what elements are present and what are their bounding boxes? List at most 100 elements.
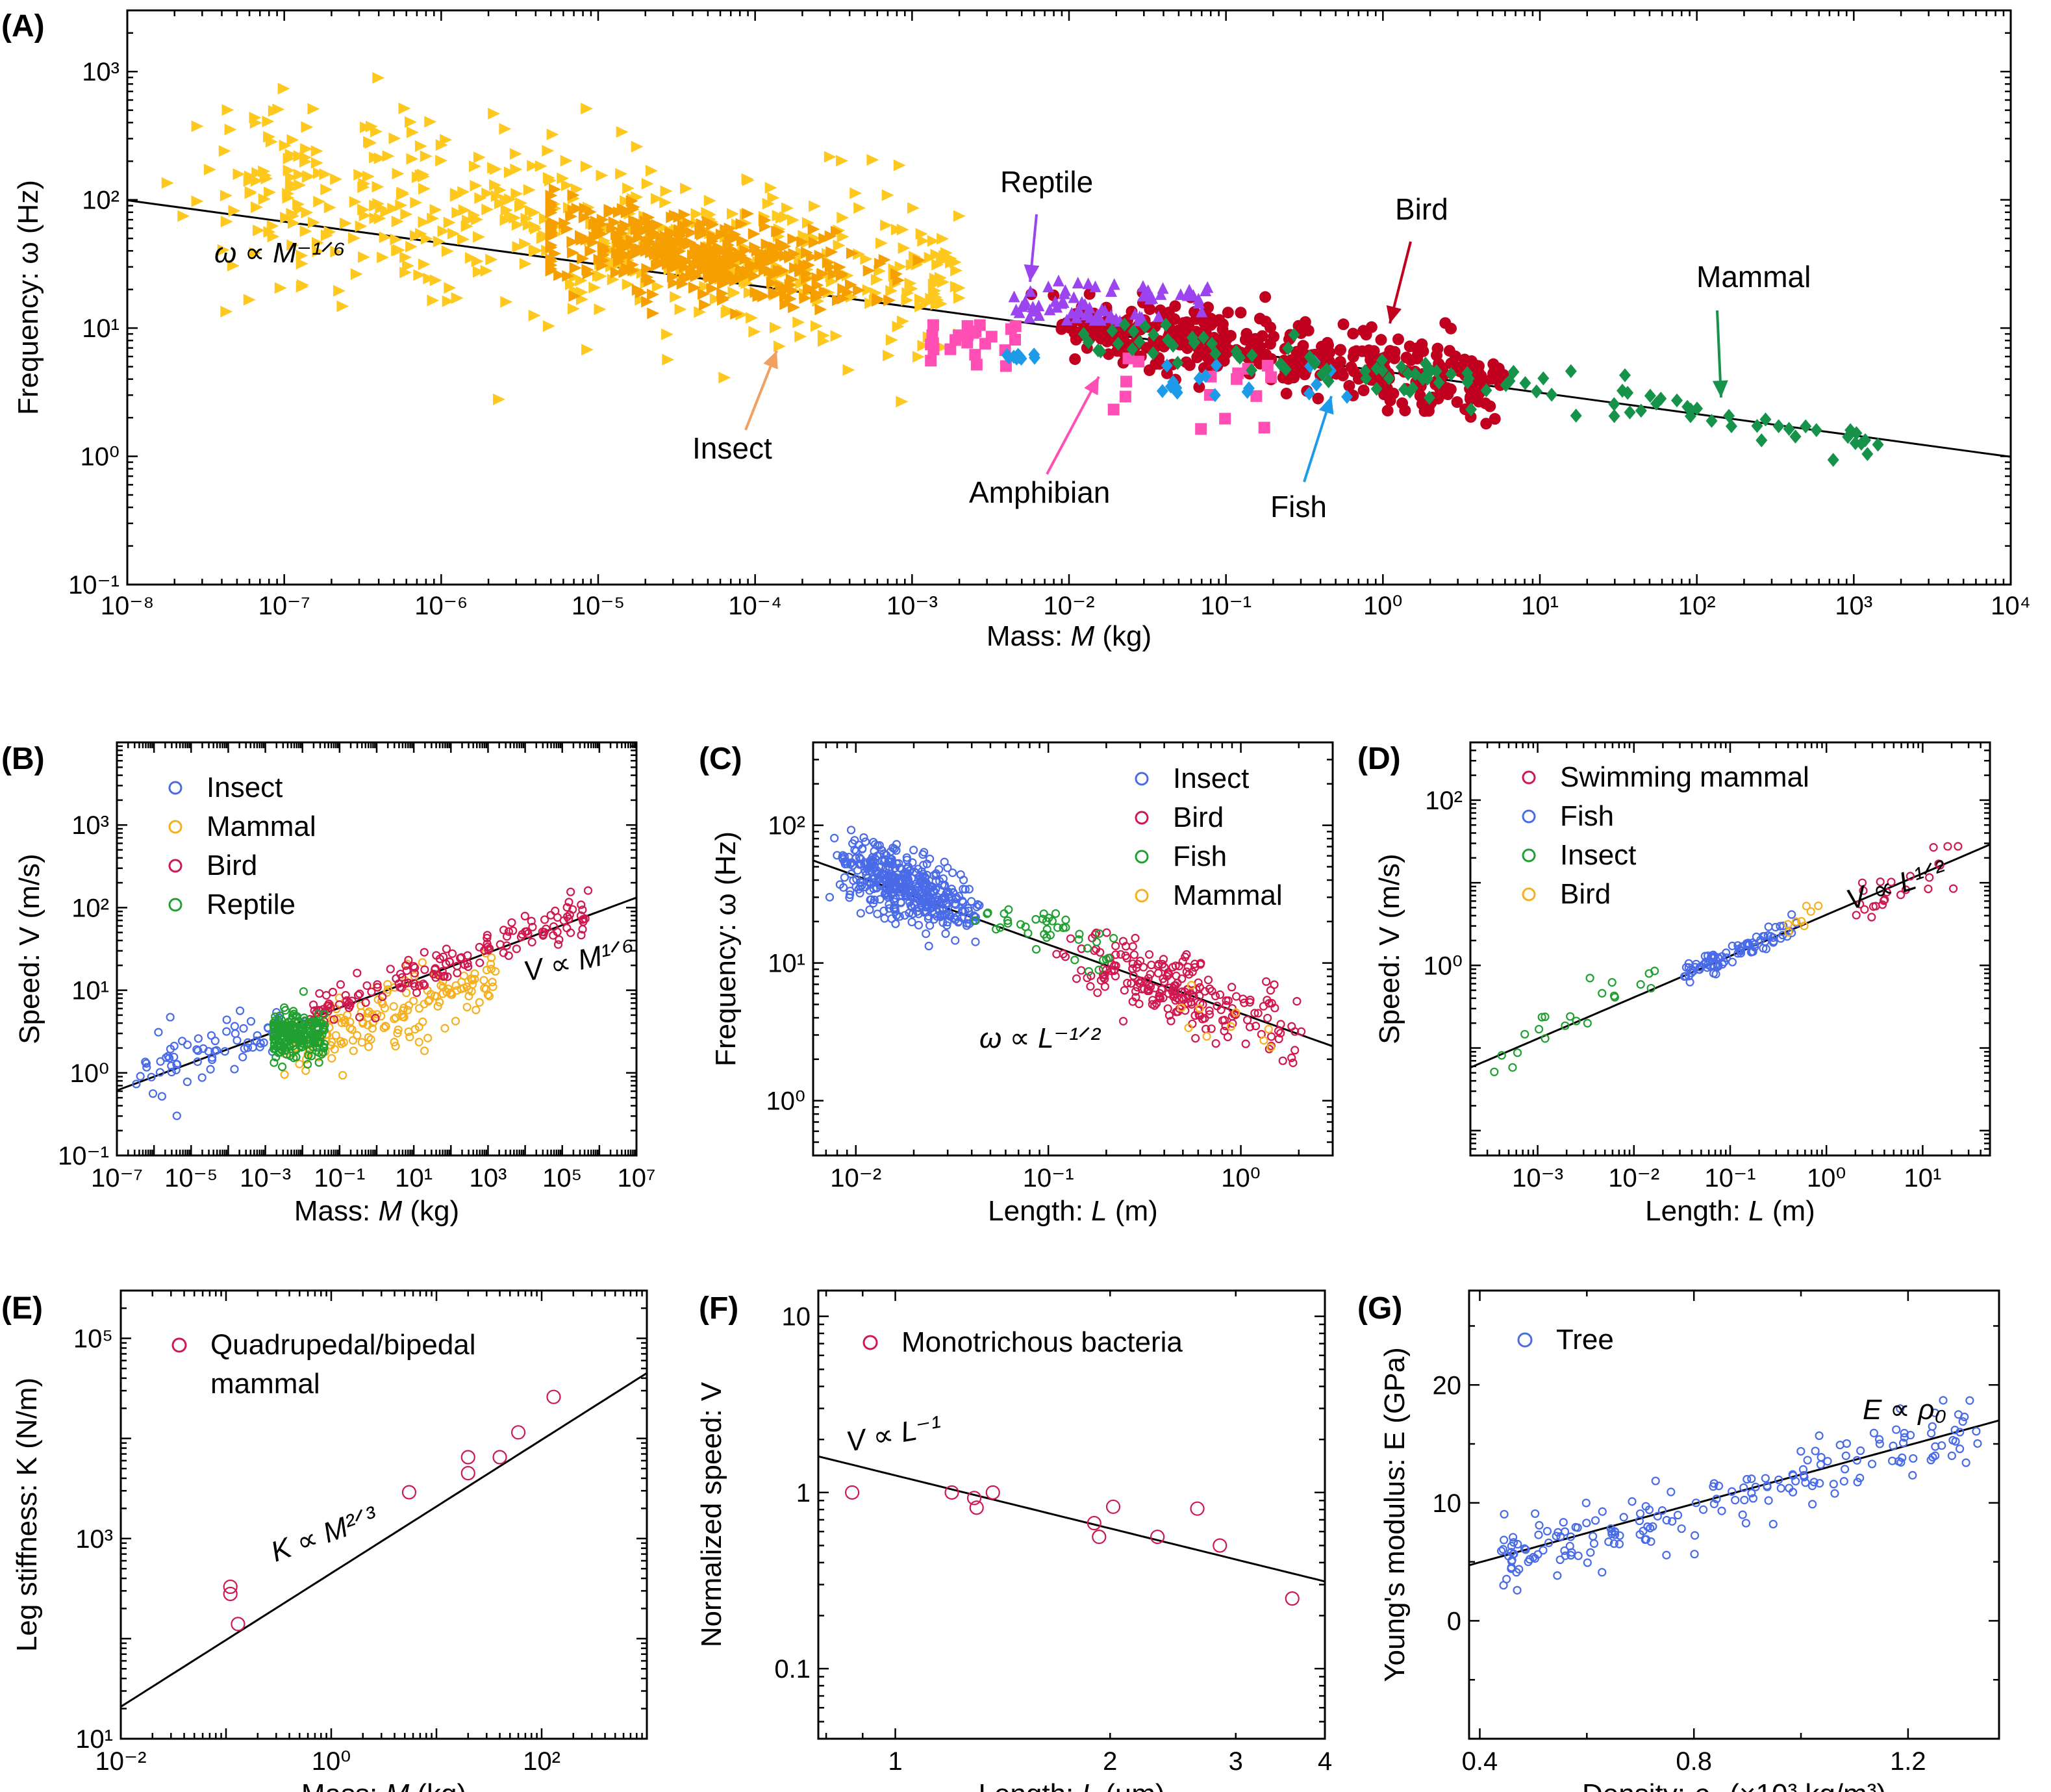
insect-marker xyxy=(301,171,314,183)
mammal-marker xyxy=(1133,334,1146,349)
insect-marker xyxy=(286,239,299,251)
insect-marker xyxy=(220,1047,229,1056)
legend-label-E: mammal xyxy=(210,1368,320,1400)
x-axis-label-var: M xyxy=(1070,620,1094,652)
x-axis-label-pre: Mass: xyxy=(301,1778,386,1792)
mammal-marker xyxy=(1172,355,1184,370)
bird-marker xyxy=(1207,1024,1216,1033)
insect-marker xyxy=(959,876,968,885)
insect-marker xyxy=(759,220,772,233)
insect-marker xyxy=(631,140,644,153)
bird-marker xyxy=(1465,410,1477,423)
annotation-insect: Insect xyxy=(692,431,772,465)
insect-marker xyxy=(770,288,783,300)
insect-marker xyxy=(664,226,677,238)
insect-marker xyxy=(172,1060,181,1069)
mammal-marker xyxy=(340,1018,349,1028)
insect-marker xyxy=(584,206,597,218)
bird-marker xyxy=(1066,934,1076,943)
insect-marker xyxy=(194,1034,203,1043)
bird-marker xyxy=(1265,1044,1274,1054)
insect-marker xyxy=(293,203,306,215)
insect-marker xyxy=(566,236,579,248)
insect-marker xyxy=(312,167,325,179)
insect-marker xyxy=(296,279,309,291)
reptile-marker xyxy=(310,1020,319,1029)
annotation-mammal: Mammal xyxy=(1696,260,1811,294)
reptile-marker xyxy=(307,1052,316,1061)
mammal-marker xyxy=(1127,324,1140,338)
x-tick-label-B: 10⁷ xyxy=(618,1164,656,1193)
insect-marker xyxy=(880,914,889,923)
bird-marker xyxy=(1205,1010,1214,1019)
insect-marker xyxy=(808,236,821,249)
reptile-marker xyxy=(1066,307,1078,319)
insect-marker xyxy=(690,208,703,220)
insect-marker xyxy=(565,278,577,290)
fish-marker xyxy=(1004,905,1013,914)
insect-marker xyxy=(879,849,888,858)
insect-marker xyxy=(720,223,733,236)
insect-marker xyxy=(230,1022,239,1031)
insect-marker xyxy=(818,233,831,245)
insect-marker xyxy=(659,196,672,208)
insect-marker xyxy=(197,1073,207,1082)
insect-marker xyxy=(393,244,406,257)
insect-marker xyxy=(570,183,583,196)
insect-marker xyxy=(1535,1024,1544,1034)
tree-marker xyxy=(1589,1532,1598,1541)
bird-marker xyxy=(1109,966,1118,976)
insect-marker xyxy=(433,235,446,247)
fit-label-D: V ∝ L¹ᐟ² xyxy=(1843,854,1950,916)
insect-marker xyxy=(875,874,884,883)
insect-marker xyxy=(896,898,905,907)
fish-marker xyxy=(1031,915,1040,924)
swimming-mammal-marker xyxy=(1943,842,1952,851)
fish-marker xyxy=(1712,959,1722,968)
insect-marker xyxy=(900,887,910,896)
swimming-mammal-marker xyxy=(1929,843,1938,852)
bird-marker xyxy=(394,979,403,989)
insect-marker xyxy=(963,919,972,928)
legend-marker xyxy=(1135,811,1149,825)
tree-marker xyxy=(1591,1516,1600,1525)
bird-marker xyxy=(1177,993,1187,1003)
tree-marker xyxy=(1560,1546,1569,1556)
insect-marker xyxy=(528,244,541,257)
insect-marker xyxy=(499,214,512,226)
insect-marker xyxy=(494,197,507,210)
insect-marker xyxy=(678,208,691,221)
insect-marker xyxy=(235,1006,245,1015)
x-axis-label-post: (kg) xyxy=(1094,620,1151,652)
insect-marker xyxy=(648,230,661,242)
mammal-marker xyxy=(1783,422,1795,436)
tree-marker xyxy=(1709,1479,1718,1488)
fish-marker xyxy=(1193,371,1205,386)
insect-marker xyxy=(890,905,900,915)
insect-marker xyxy=(833,239,846,251)
tree-marker xyxy=(1788,1487,1798,1496)
mammal-marker xyxy=(1789,429,1802,444)
x-tick-label-D: 10⁻² xyxy=(1608,1164,1659,1193)
mammal-marker xyxy=(1186,330,1198,345)
bird-marker xyxy=(1222,307,1234,319)
bird-marker xyxy=(402,966,411,976)
tree-marker xyxy=(1958,1417,1967,1426)
insect-marker xyxy=(1607,978,1617,987)
annotation-bird: Bird xyxy=(1395,192,1448,226)
bird-marker xyxy=(507,918,516,928)
mammal-marker xyxy=(1465,402,1478,417)
mammal-marker xyxy=(418,1017,427,1026)
insect-marker xyxy=(444,282,457,294)
x-axis-label-E: Mass: M (kg) xyxy=(301,1778,466,1792)
insect-marker xyxy=(203,164,216,176)
insect-marker xyxy=(853,202,866,214)
mammal-marker xyxy=(1266,1042,1276,1052)
bird-marker xyxy=(1375,334,1387,346)
mammal-marker xyxy=(488,982,497,991)
insect-marker xyxy=(451,292,464,304)
insect-marker xyxy=(670,291,683,303)
fish-marker xyxy=(1743,939,1753,948)
insect-marker xyxy=(301,121,314,133)
bird-marker xyxy=(483,942,492,952)
